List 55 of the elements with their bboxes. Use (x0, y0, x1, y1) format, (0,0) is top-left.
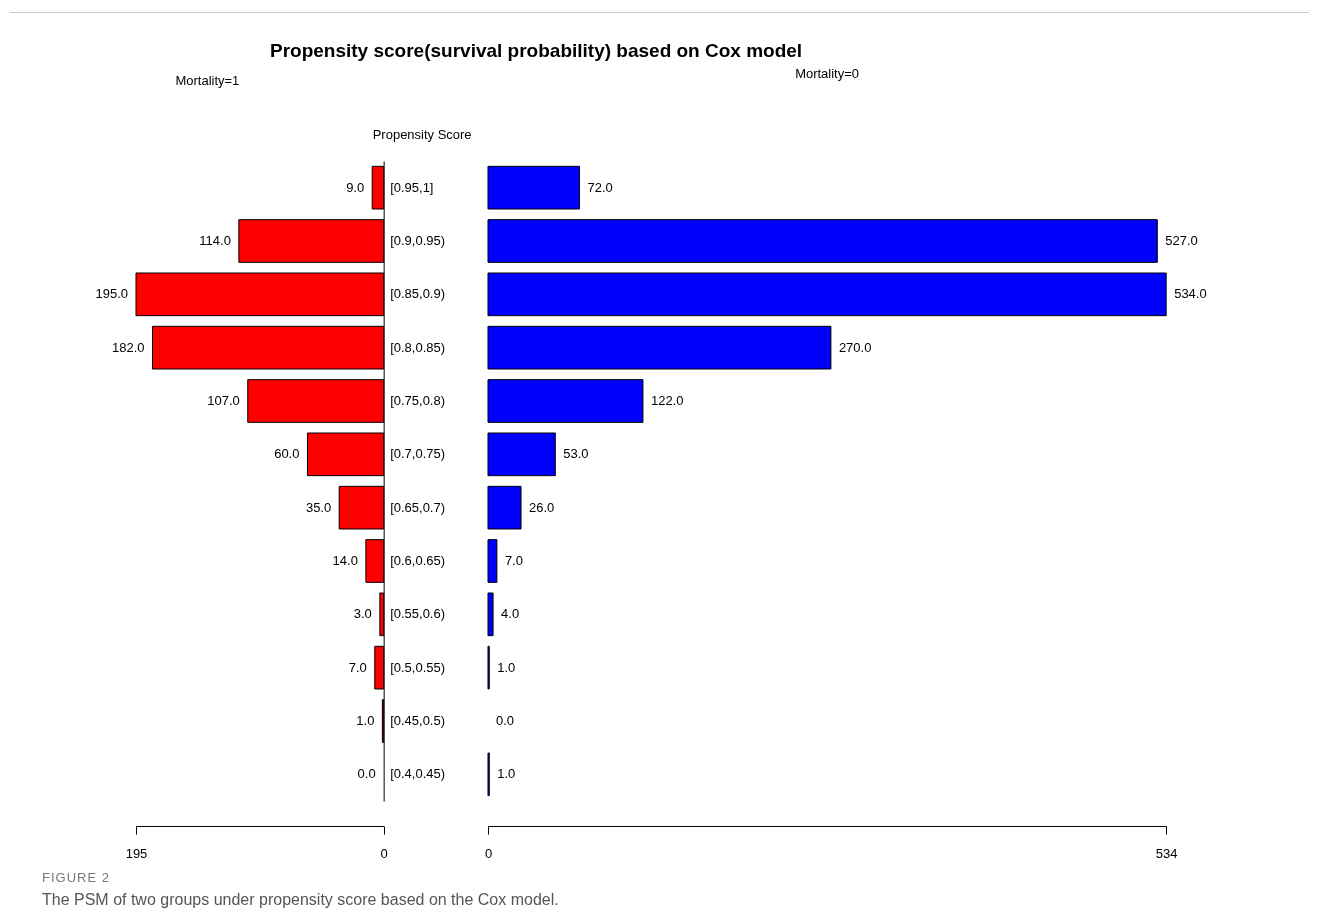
bar (487, 219, 1158, 263)
data-label: 1.0 (356, 712, 375, 728)
data-label: 114.0 (199, 233, 231, 249)
bar (487, 379, 644, 423)
data-label: 26.0 (528, 499, 554, 515)
data-label: 7.0 (504, 553, 523, 568)
x-tick-label: 195 (125, 846, 148, 862)
data-label: 534.0 (1173, 286, 1207, 302)
text: Propensity score(survival probability) based on Cox model (270, 40, 803, 62)
chart-subtitle: Mortality=1 (175, 73, 240, 89)
bar (487, 485, 522, 530)
bar (487, 165, 580, 210)
data-label: 0.0 (495, 713, 514, 728)
data-label: 14.0 (332, 553, 358, 568)
y-tick-label: [0.65,0.7) (390, 499, 446, 515)
y-tick-label: [0.8,0.85) (390, 339, 446, 355)
y-tick-label: [0.9,0.95) (390, 233, 446, 249)
data-label: 35.0 (305, 499, 332, 515)
y-tick-label: [0.55,0.6) (390, 606, 446, 622)
data-label: 1.0 (496, 766, 515, 782)
data-label: 195.0 (95, 286, 128, 302)
bar (487, 592, 494, 637)
y-tick-label: [0.6,0.65) (390, 553, 446, 568)
bar (487, 539, 498, 583)
data-label: 4.0 (500, 606, 519, 622)
y-tick-label: [0.5,0.55) (390, 659, 446, 675)
chart-subtitle: Mortality=0 (794, 66, 859, 81)
bar (487, 325, 832, 370)
data-label: 122.0 (650, 393, 684, 408)
x-tick-label: 534 (1155, 846, 1178, 862)
data-label: 53.0 (562, 446, 589, 462)
y-tick-label: [0.7,0.75) (390, 446, 446, 462)
data-label: 0.0 (357, 766, 376, 782)
data-label: 3.0 (353, 606, 372, 622)
data-label: 72.0 (587, 179, 613, 195)
x-tick-label: 0 (484, 846, 492, 862)
y-tick-label: [0.4,0.45) (390, 766, 446, 782)
bar (487, 272, 1167, 317)
y-tick-label: [0.85,0.9) (390, 286, 446, 302)
data-label: 270.0 (838, 339, 872, 355)
y-tick-label: [0.45,0.5) (390, 712, 446, 728)
bar (487, 432, 556, 477)
caption: FIGURE 2 (42, 870, 111, 885)
data-label: 527.0 (1164, 233, 1198, 248)
data-label: 7.0 (348, 659, 367, 675)
data-label: 1.0 (496, 659, 515, 675)
data-label: 9.0 (346, 179, 365, 195)
data-label: 182.0 (112, 339, 145, 355)
data-label: 107.0 (207, 393, 240, 408)
y-tick-label: [0.75,0.8) (390, 393, 446, 408)
y-axis-title: Propensity Score (372, 126, 472, 142)
x-tick-label: 0 (380, 846, 388, 862)
data-label: 60.0 (274, 446, 300, 462)
text: The PSM of two groups under propensity score based on the Cox model. (42, 891, 560, 909)
y-tick-label: [0.95,1] (390, 179, 434, 195)
